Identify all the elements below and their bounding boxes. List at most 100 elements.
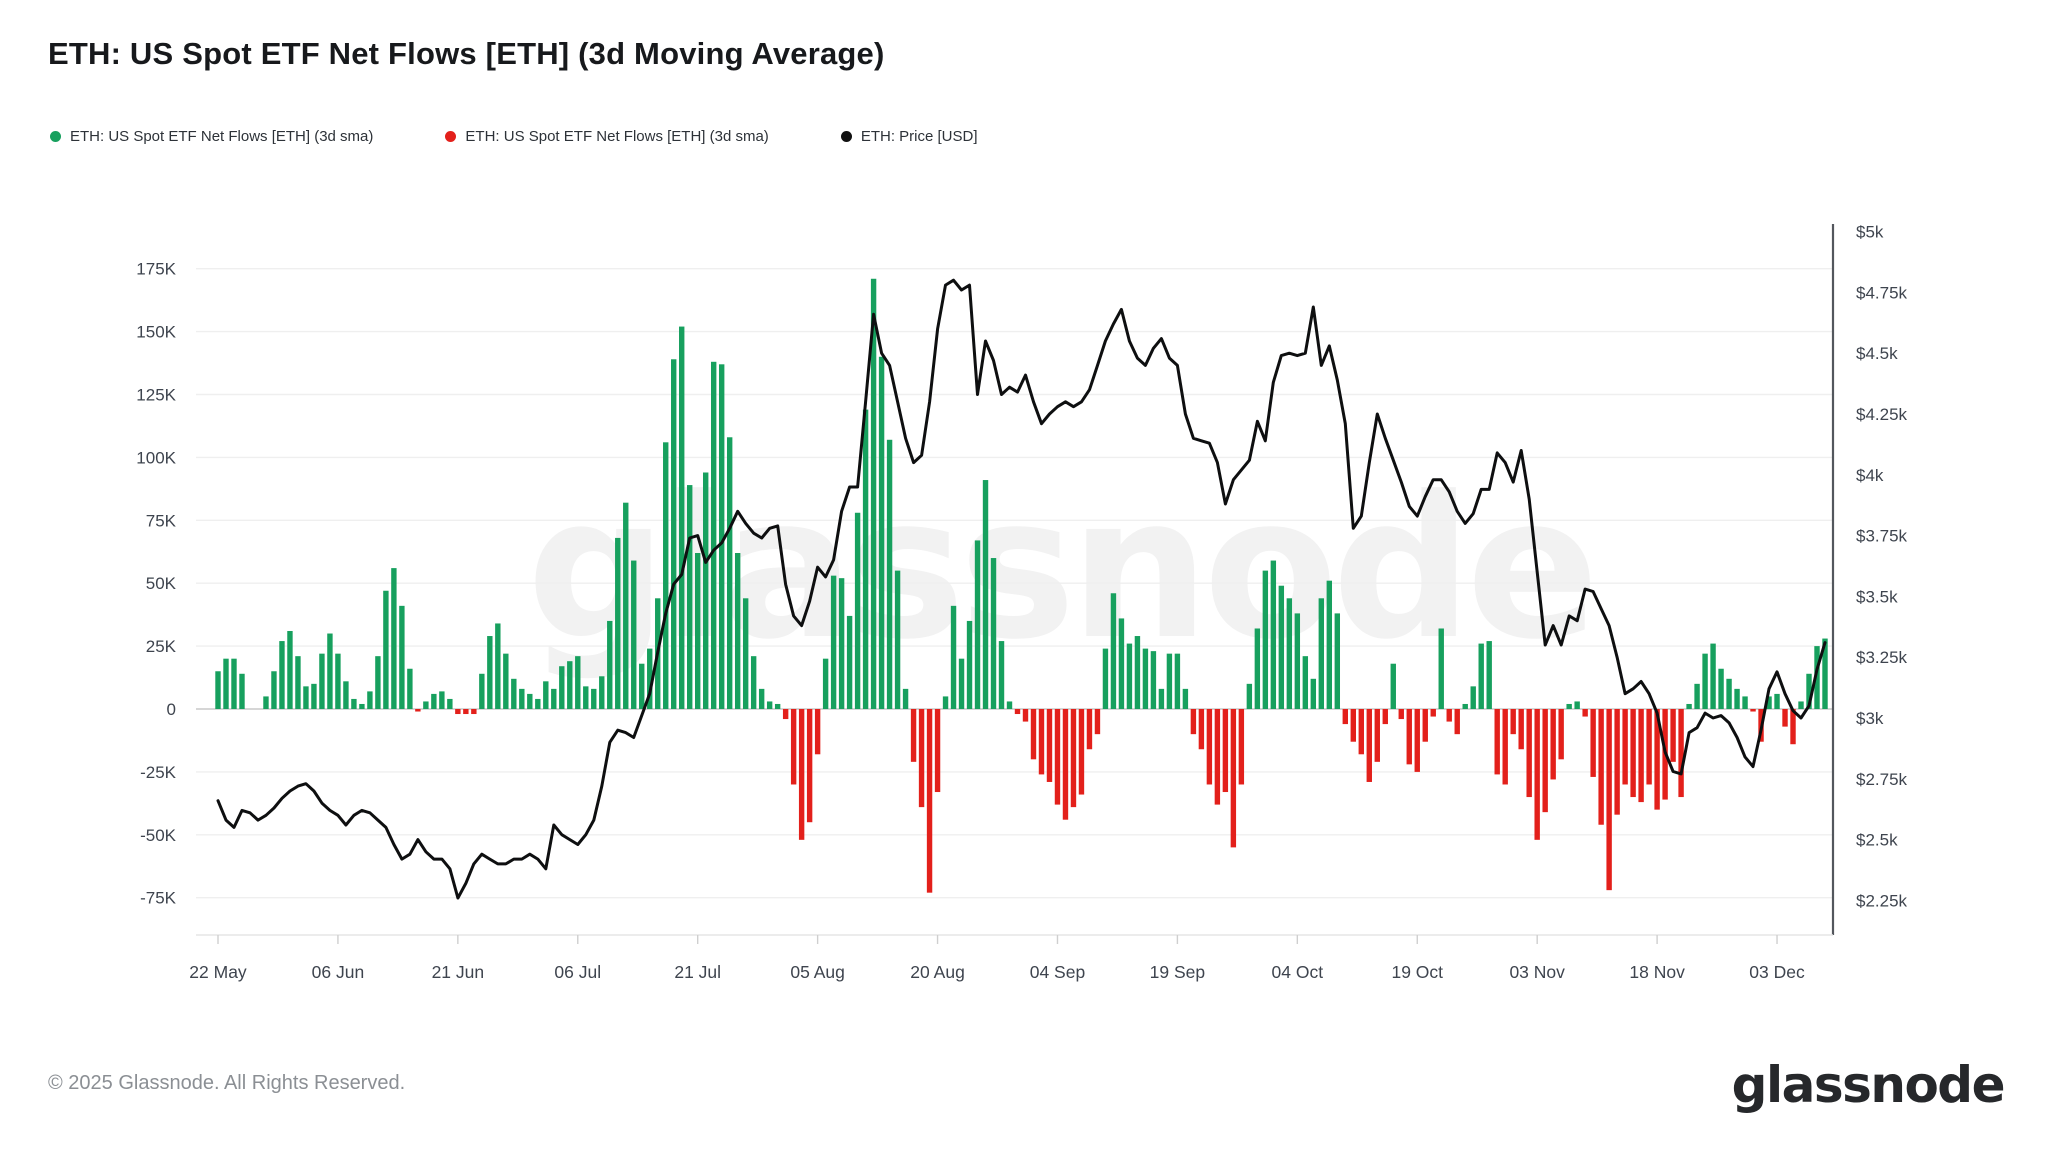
flow-bar bbox=[567, 661, 573, 709]
flow-bar bbox=[1630, 709, 1636, 798]
flow-bar bbox=[495, 623, 501, 709]
flow-bar bbox=[790, 709, 797, 785]
legend-item-1[interactable]: ETH: US Spot ETF Net Flows [ETH] (3d sma… bbox=[445, 128, 769, 145]
y-right-label: $5k bbox=[1856, 223, 1884, 242]
flow-bar bbox=[303, 686, 309, 709]
flow-bar bbox=[1254, 628, 1261, 709]
flow-bar bbox=[695, 553, 701, 709]
flow-bar bbox=[1550, 709, 1556, 780]
flow-bar bbox=[1750, 709, 1756, 712]
y-left-label: 125K bbox=[136, 386, 176, 405]
flow-bar bbox=[1246, 683, 1253, 709]
x-tick-label: 05 Aug bbox=[790, 962, 845, 982]
y-right-label: $2.25k bbox=[1856, 891, 1908, 910]
flow-bar bbox=[966, 620, 973, 709]
flow-bar bbox=[407, 668, 413, 709]
flow-bar bbox=[1510, 709, 1516, 735]
flow-bar bbox=[1014, 709, 1021, 715]
x-tick-label: 18 Nov bbox=[1629, 962, 1685, 982]
x-tick-label: 21 Jun bbox=[432, 962, 485, 982]
flow-bar bbox=[1294, 613, 1301, 709]
flow-bar bbox=[1686, 703, 1692, 709]
flow-bar bbox=[950, 605, 957, 709]
flow-bar bbox=[990, 558, 997, 709]
flow-bar bbox=[591, 688, 597, 709]
flow-bar bbox=[1286, 598, 1293, 709]
y-right-label: $3.75k bbox=[1856, 527, 1908, 546]
flow-bar bbox=[575, 656, 581, 709]
flow-bar bbox=[1806, 673, 1812, 709]
flow-bar bbox=[742, 598, 749, 709]
flow-bar bbox=[1326, 580, 1333, 709]
flow-bar bbox=[583, 686, 589, 709]
flow-bar bbox=[862, 409, 869, 709]
flow-bar bbox=[1470, 686, 1476, 709]
flow-bar bbox=[1590, 709, 1596, 777]
flow-bar bbox=[1230, 709, 1237, 848]
flow-bar bbox=[271, 671, 277, 709]
flow-bar bbox=[1110, 593, 1117, 709]
flow-bar bbox=[1238, 709, 1245, 785]
flow-bar bbox=[1534, 709, 1540, 840]
price-line bbox=[216, 278, 1827, 900]
flow-bar bbox=[926, 709, 933, 893]
flow-bar bbox=[663, 442, 669, 709]
y-left-label: 175K bbox=[136, 260, 176, 279]
legend-dot bbox=[840, 131, 852, 142]
flow-bar bbox=[447, 698, 453, 709]
flow-bar bbox=[1358, 709, 1364, 755]
flow-bar bbox=[1502, 709, 1508, 785]
flow-bar bbox=[1054, 709, 1061, 805]
y-left-label: 75K bbox=[146, 511, 177, 530]
flow-bar bbox=[1206, 709, 1213, 785]
flow-bar bbox=[511, 678, 517, 709]
flow-bar bbox=[1774, 693, 1780, 709]
flow-bar bbox=[367, 691, 373, 709]
legend: ETH: US Spot ETF Net Flows [ETH] (3d sma… bbox=[50, 128, 978, 145]
flow-bar bbox=[639, 663, 645, 709]
flow-bar bbox=[870, 278, 877, 709]
flow-bar bbox=[559, 666, 565, 709]
flow-bar bbox=[910, 709, 917, 762]
flow-bar bbox=[519, 688, 525, 709]
flow-bar bbox=[615, 537, 621, 709]
legend-item-0[interactable]: ETH: US Spot ETF Net Flows [ETH] (3d sma… bbox=[50, 128, 373, 145]
flow-bar bbox=[1134, 636, 1141, 709]
flow-bar bbox=[1198, 709, 1205, 750]
flow-bar bbox=[631, 560, 637, 709]
flow-bar bbox=[918, 709, 925, 808]
flow-bar bbox=[599, 676, 605, 709]
flow-bar bbox=[1182, 688, 1189, 709]
flow-bar bbox=[471, 709, 477, 715]
flow-bar bbox=[607, 620, 613, 709]
x-tick-label: 04 Sep bbox=[1030, 962, 1085, 982]
y-left-label: 25K bbox=[146, 637, 177, 656]
y-left-label: -25K bbox=[140, 763, 177, 782]
flow-bar bbox=[1310, 678, 1317, 709]
flow-bar bbox=[1398, 709, 1404, 720]
flow-bar bbox=[1542, 709, 1548, 813]
flow-bar bbox=[1270, 560, 1277, 709]
flow-bar bbox=[798, 709, 805, 840]
flow-bar bbox=[1422, 709, 1428, 742]
flow-bar bbox=[958, 658, 965, 709]
flow-bar bbox=[647, 648, 653, 709]
flow-bar bbox=[1078, 709, 1085, 795]
legend-dot bbox=[445, 131, 457, 142]
flow-bar bbox=[543, 681, 549, 709]
flow-bar bbox=[766, 701, 773, 709]
flow-bar bbox=[1606, 709, 1612, 891]
flow-bar bbox=[1558, 709, 1564, 760]
flow-bar bbox=[1726, 678, 1732, 709]
flow-bar bbox=[1462, 703, 1468, 709]
flow-bar bbox=[1174, 653, 1181, 709]
x-tick-label: 06 Jun bbox=[312, 962, 365, 982]
flow-bar bbox=[1406, 709, 1412, 765]
y-left-label: 100K bbox=[136, 448, 176, 467]
legend-item-2[interactable]: ETH: Price [USD] bbox=[840, 128, 978, 145]
flow-bar bbox=[487, 636, 493, 709]
flow-bar bbox=[415, 709, 421, 712]
y-left-label: 150K bbox=[136, 323, 176, 342]
flow-bar bbox=[1822, 638, 1828, 709]
